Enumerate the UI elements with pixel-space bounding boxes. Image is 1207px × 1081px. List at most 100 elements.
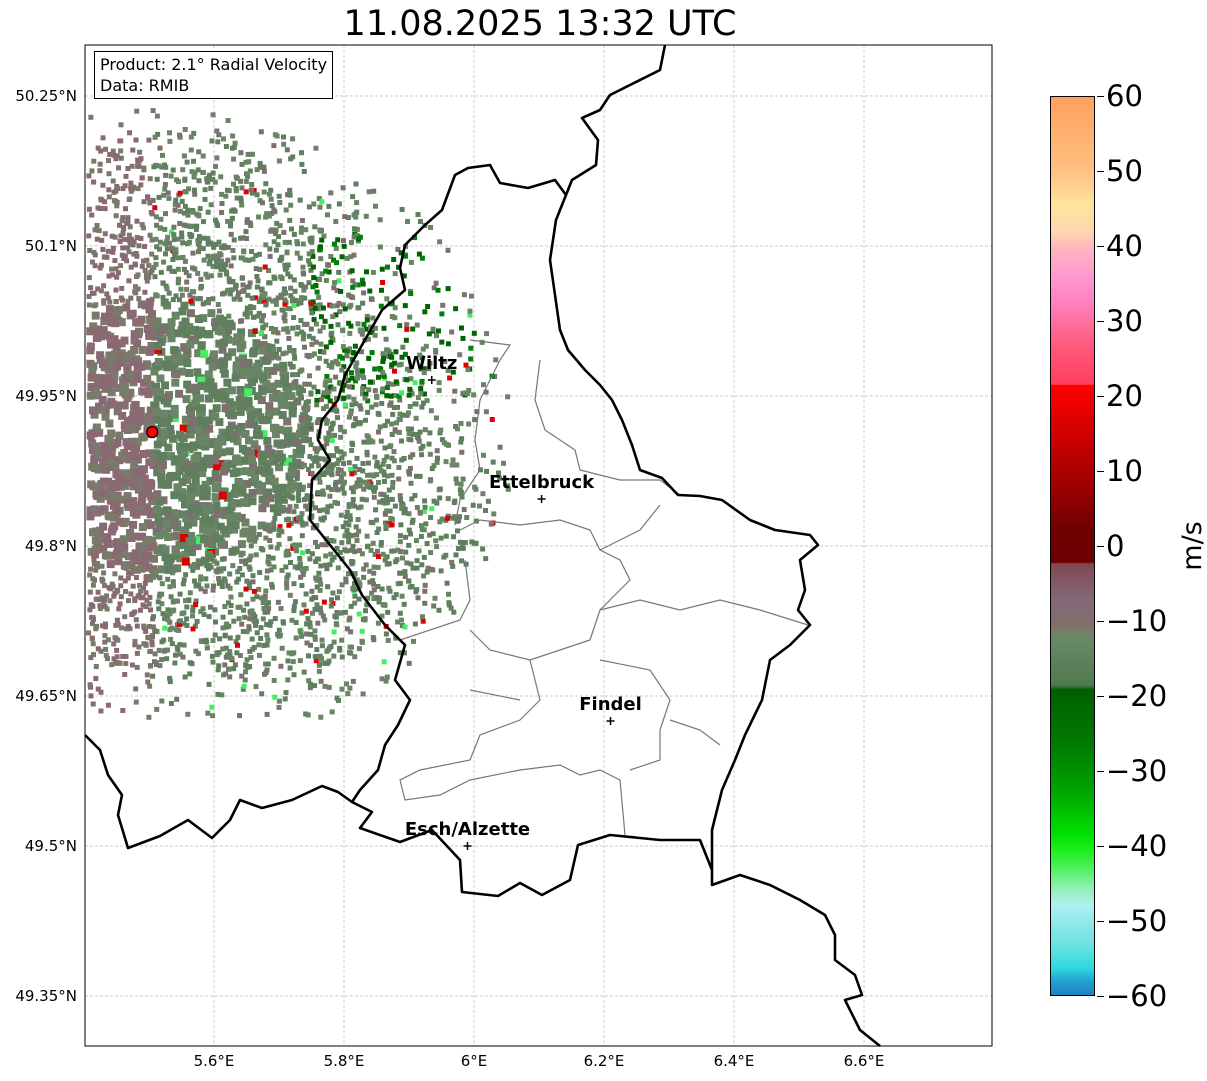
radar-pixel bbox=[107, 429, 116, 438]
radar-pixel bbox=[363, 213, 369, 219]
radar-pixel bbox=[198, 457, 207, 466]
radar-pixel bbox=[112, 234, 118, 240]
radar-pixel bbox=[206, 378, 215, 387]
radar-pixel bbox=[110, 249, 116, 255]
radar-pixel bbox=[164, 656, 170, 662]
radar-pixel bbox=[191, 512, 200, 521]
radar-pixel bbox=[333, 621, 339, 627]
radar-pixel bbox=[196, 582, 202, 588]
radar-pixel bbox=[116, 606, 122, 612]
radar-pixel bbox=[405, 426, 411, 432]
radar-pixel bbox=[496, 470, 501, 476]
radar-pixel bbox=[316, 463, 322, 469]
radar-pixel bbox=[215, 418, 224, 427]
radar-pixel bbox=[396, 465, 402, 470]
radar-pixel bbox=[351, 350, 357, 356]
radar-pixel bbox=[287, 467, 296, 476]
radar-pixel bbox=[411, 638, 416, 644]
radar-pixel bbox=[229, 287, 235, 293]
radar-pixel bbox=[336, 201, 342, 207]
radar-pixel bbox=[290, 372, 296, 378]
radar-pixel bbox=[333, 407, 339, 413]
radar-pixel bbox=[231, 521, 240, 530]
radar-pixel bbox=[258, 625, 264, 631]
radar-pixel bbox=[190, 626, 196, 632]
radar-pixel bbox=[130, 242, 136, 248]
radar-pixel bbox=[231, 618, 237, 624]
radar-pixel bbox=[273, 301, 279, 307]
radar-pixel bbox=[106, 158, 111, 164]
radar-pixel bbox=[427, 532, 433, 538]
radar-pixel bbox=[308, 305, 314, 311]
radar-pixel bbox=[206, 681, 212, 687]
radar-pixel bbox=[305, 548, 311, 554]
radar-pixel bbox=[317, 302, 323, 308]
radar-pixel bbox=[458, 439, 464, 445]
radar-pixel bbox=[278, 606, 284, 611]
colorbar-tick-label: 50 bbox=[1106, 154, 1143, 188]
radar-pixel bbox=[246, 366, 255, 375]
radar-pixel bbox=[100, 317, 109, 326]
radar-pixel bbox=[275, 295, 281, 301]
radar-pixel bbox=[120, 297, 125, 303]
radar-pixel bbox=[186, 537, 195, 546]
radar-pixel bbox=[501, 460, 506, 466]
radar-pixel bbox=[112, 342, 121, 351]
radar-pixel bbox=[125, 245, 130, 251]
radar-pixel bbox=[242, 677, 248, 683]
radar-pixel bbox=[216, 650, 222, 656]
radar-pixel bbox=[365, 398, 371, 404]
radar-pixel bbox=[321, 406, 327, 412]
colorbar-tick-label: 30 bbox=[1106, 304, 1143, 338]
radar-pixel bbox=[232, 140, 238, 146]
radar-pixel bbox=[212, 482, 221, 491]
radar-pixel bbox=[332, 432, 337, 438]
radar-pixel bbox=[227, 609, 233, 615]
radar-pixel bbox=[154, 113, 160, 119]
radar-pixel bbox=[123, 394, 132, 403]
radar-pixel bbox=[329, 364, 335, 370]
radar-pixel bbox=[434, 500, 440, 506]
radar-pixel bbox=[86, 391, 95, 400]
radar-pixel bbox=[109, 233, 115, 239]
radar-pixel bbox=[161, 529, 170, 538]
radar-pixel bbox=[374, 595, 380, 600]
radar-pixel bbox=[398, 496, 404, 502]
radar-pixel bbox=[382, 557, 388, 563]
radar-pixel bbox=[326, 461, 332, 467]
radar-pixel bbox=[269, 203, 275, 209]
radar-pixel bbox=[122, 578, 128, 584]
radar-pixel bbox=[154, 176, 160, 182]
radar-pixel bbox=[320, 488, 326, 494]
radar-pixel bbox=[129, 410, 138, 419]
radar-pixel bbox=[357, 478, 363, 484]
radar-pixel bbox=[261, 168, 267, 174]
radar-pixel bbox=[233, 639, 239, 645]
radar-pixel bbox=[270, 344, 276, 350]
radar-pixel bbox=[168, 173, 174, 179]
radar-pixel bbox=[169, 625, 175, 631]
radar-pixel bbox=[296, 498, 302, 503]
radar-pixel bbox=[199, 639, 205, 644]
lat-tick-label: 49.35°N bbox=[15, 987, 77, 1005]
radar-pixel bbox=[175, 647, 181, 653]
radar-pixel bbox=[301, 388, 306, 394]
radar-pixel bbox=[179, 354, 188, 363]
radar-pixel bbox=[367, 288, 373, 294]
radar-pixel bbox=[153, 255, 159, 261]
radar-pixel bbox=[249, 295, 255, 301]
radar-pixel bbox=[142, 267, 148, 273]
radar-pixel bbox=[153, 292, 159, 298]
radar-pixel bbox=[258, 330, 264, 336]
radar-pixel bbox=[176, 179, 181, 185]
radar-pixel bbox=[176, 276, 182, 282]
radar-pixel bbox=[264, 632, 270, 638]
radar-pixel bbox=[180, 255, 186, 260]
radar-pixel bbox=[305, 616, 311, 622]
radar-pixel bbox=[368, 324, 373, 330]
radar-pixel bbox=[276, 347, 282, 352]
radar-pixel bbox=[226, 188, 232, 194]
radar-pixel bbox=[154, 660, 159, 666]
radar-pixel bbox=[123, 173, 129, 179]
radar-pixel bbox=[201, 432, 210, 441]
